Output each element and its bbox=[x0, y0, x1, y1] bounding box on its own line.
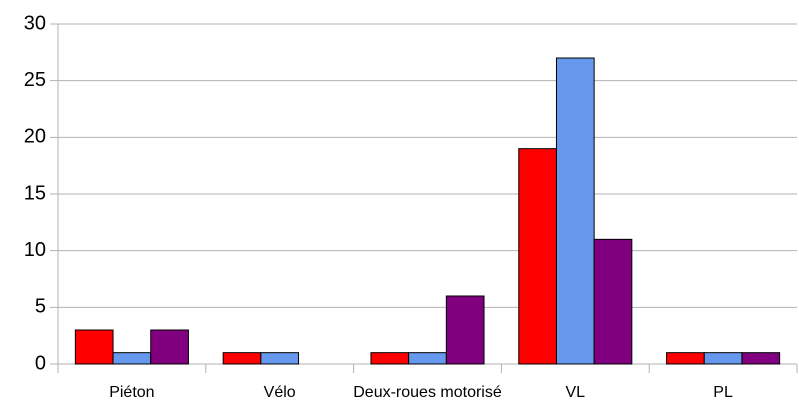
bar bbox=[408, 352, 447, 365]
y-tick-label: 30 bbox=[24, 12, 46, 34]
bar bbox=[593, 238, 633, 365]
y-tick-label: 15 bbox=[24, 182, 46, 204]
x-tick-label: Piéton bbox=[109, 384, 154, 401]
bar bbox=[222, 352, 262, 365]
x-tick-label: Deux-roues motorisé bbox=[353, 384, 502, 401]
bar bbox=[260, 352, 300, 365]
bar bbox=[370, 352, 410, 365]
bar bbox=[112, 352, 152, 365]
x-tick-label: VL bbox=[566, 384, 586, 401]
bar bbox=[703, 352, 743, 365]
bar bbox=[666, 352, 705, 365]
y-tick-label: 25 bbox=[24, 69, 46, 91]
y-tick-label: 20 bbox=[24, 126, 46, 148]
y-tick-label: 5 bbox=[35, 296, 46, 318]
bar bbox=[555, 57, 595, 365]
x-tick-label: PL bbox=[713, 384, 733, 401]
bar bbox=[445, 295, 485, 365]
bar bbox=[518, 148, 557, 365]
x-tick-label: Vélo bbox=[264, 384, 296, 401]
bar bbox=[74, 329, 114, 365]
y-tick-label: 10 bbox=[24, 239, 46, 261]
bar bbox=[741, 352, 781, 365]
bar bbox=[150, 329, 189, 365]
y-tick-label: 0 bbox=[35, 352, 46, 374]
